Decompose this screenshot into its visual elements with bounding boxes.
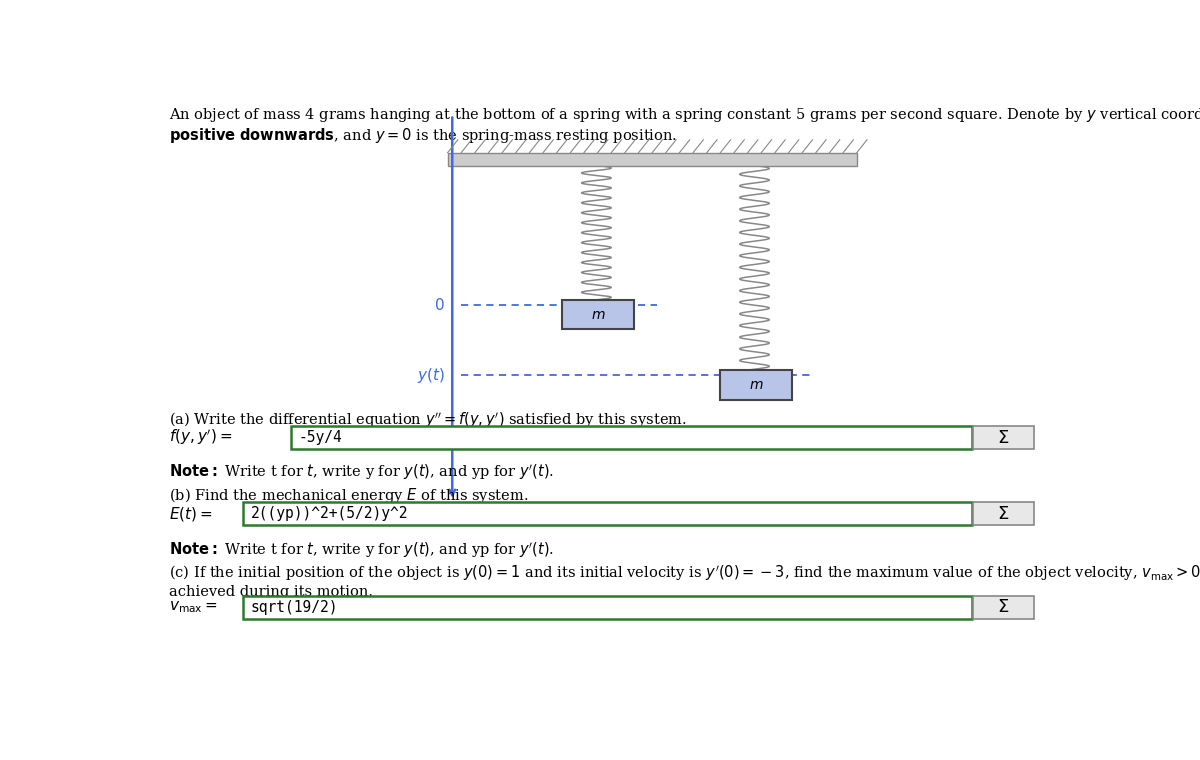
Text: $m$: $m$ xyxy=(590,308,605,321)
FancyBboxPatch shape xyxy=(292,426,972,449)
FancyBboxPatch shape xyxy=(242,502,972,525)
FancyBboxPatch shape xyxy=(720,370,792,400)
Text: $\mathbf{Note:}$ Write t for $t$, write y for $y(t)$, and yp for $y'(t)$.: $\mathbf{Note:}$ Write t for $t$, write … xyxy=(168,463,554,483)
Text: $m$: $m$ xyxy=(749,378,763,392)
Text: (b) Find the mechanical energy $E$ of this system.: (b) Find the mechanical energy $E$ of th… xyxy=(168,486,528,505)
Text: $f(y,y') = $: $f(y,y') = $ xyxy=(168,428,232,448)
Text: $0$: $0$ xyxy=(434,297,445,313)
Text: sqrt(19/2): sqrt(19/2) xyxy=(251,600,338,615)
Text: $y$: $y$ xyxy=(454,511,466,527)
Text: An object of mass 4 grams hanging at the bottom of a spring with a spring consta: An object of mass 4 grams hanging at the… xyxy=(168,106,1200,124)
Text: 2((yp))^2+(5/2)y^2: 2((yp))^2+(5/2)y^2 xyxy=(251,506,408,521)
Text: (a) Write the differential equation $y'' = f(y,y')$ satisfied by this system.: (a) Write the differential equation $y''… xyxy=(168,410,686,429)
Text: $\Sigma$: $\Sigma$ xyxy=(997,598,1009,616)
Text: $v_{\mathrm{max}} = $: $v_{\mathrm{max}} = $ xyxy=(168,600,217,615)
FancyBboxPatch shape xyxy=(562,300,634,329)
Text: $\Sigma$: $\Sigma$ xyxy=(997,429,1009,447)
Text: $\Sigma$: $\Sigma$ xyxy=(997,505,1009,523)
FancyBboxPatch shape xyxy=(973,426,1033,449)
Text: $y(t)$: $y(t)$ xyxy=(416,366,445,385)
Text: (c) If the initial position of the object is $y(0) = 1$ and its initial velocity: (c) If the initial position of the objec… xyxy=(168,563,1200,599)
FancyBboxPatch shape xyxy=(448,153,857,166)
FancyBboxPatch shape xyxy=(242,596,972,619)
Text: $\mathbf{positive\ downwards}$, and $y = 0$ is the spring-mass resting position.: $\mathbf{positive\ downwards}$, and $y =… xyxy=(168,126,677,145)
FancyBboxPatch shape xyxy=(973,596,1033,619)
Text: -5y/4: -5y/4 xyxy=(299,430,342,445)
FancyBboxPatch shape xyxy=(973,502,1033,525)
Text: $E(t) = $: $E(t) = $ xyxy=(168,505,212,523)
Text: $\mathbf{Note:}$ Write t for $t$, write y for $y(t)$, and yp for $y'(t)$.: $\mathbf{Note:}$ Write t for $t$, write … xyxy=(168,540,554,560)
